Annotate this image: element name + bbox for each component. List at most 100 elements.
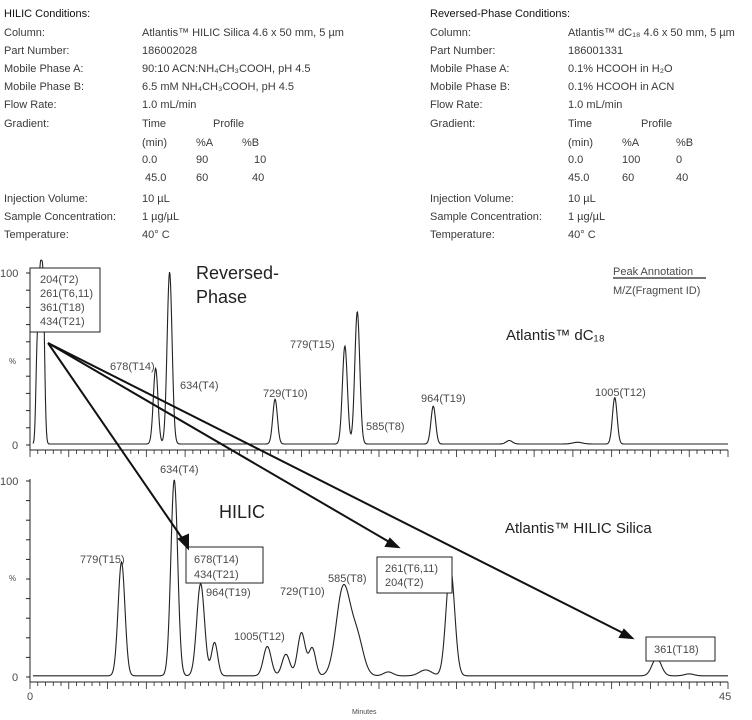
peak-label: 678(T14) [194,554,239,566]
peak-label: 964(T19) [206,587,251,599]
hilic-label: Column: [4,27,45,39]
rp-value: 0.1% HCOOH in ACN [568,81,675,93]
rp-value: Atlantis™ dC₁₈ 4.6 x 50 mm, 5 µm [568,27,735,39]
peak-label: 261(T6,11) [385,563,438,575]
arrowhead-icon [177,533,189,551]
rp-title: Reversed-Phase [196,263,280,307]
peak-label: 204(T2) [385,577,424,589]
gradient-header: (min) [142,137,168,149]
rp-label: Temperature: [430,229,495,241]
gradient-cell: 40 [676,172,689,184]
rp-label: Injection Volume: [430,193,514,205]
rp-early-peaks-box [29,267,101,333]
hilic-label: Mobile Phase B: [4,81,85,93]
peak-label: 434(T21) [194,569,239,581]
hilic-column-label: Atlantis™ HILIC Silica [505,520,652,537]
rp-label: Gradient: [430,118,476,130]
gradient-cell: 60 [622,172,635,184]
hilic-label: Injection Volume: [4,193,88,205]
hilic-value: 40° C [142,229,170,241]
peak-label: 361(T18) [654,644,699,656]
gradient-cell: 45.0 [145,172,167,184]
gradient-cell: 45.0 [568,172,590,184]
rp-y-tick-100: 100 [0,268,18,280]
rp-label: Sample Concentration: [430,211,542,223]
hilic-value: 6.5 mM NH₄CH₃COOH, pH 4.5 [142,81,294,93]
rp-label: Mobile Phase B: [430,81,511,93]
x-axis-label: Minutes [352,709,377,716]
rp-value: 40° C [568,229,596,241]
rp-column-label: Atlantis™ dC₁₈ [506,327,605,344]
gradient-header: Time [142,118,167,130]
rp-value: 1.0 mL/min [568,99,623,111]
gradient-header: Time [568,118,593,130]
hilic-axes [26,479,729,689]
rp-y-label: % [9,357,16,366]
peak-label: 361(T18) [40,302,85,314]
peak-label: 634(T4) [160,464,199,476]
gradient-header: (min) [568,137,594,149]
rp-label: Flow Rate: [430,99,483,111]
rp-label: Part Number: [430,45,496,57]
peak-label: 779(T15) [80,554,125,566]
hilic-label: Temperature: [4,229,69,241]
hilic-label: Flow Rate: [4,99,57,111]
hilic-box-t6-t2 [376,556,453,594]
rp-value: 186001331 [568,45,624,57]
hilic-value: 10 µL [142,193,170,205]
legend-subtitle: M/Z(Fragment ID) [613,285,700,297]
rp-value: 10 µL [568,193,596,205]
gradient-header: %A [622,137,640,149]
gradient-cell: 10 [254,154,267,166]
gradient-cell: 0.0 [568,154,584,166]
hilic-label: Mobile Phase A: [4,63,84,75]
rp-y-tick-0: 0 [12,440,18,452]
hilic-y-tick-0: 0 [12,672,18,684]
peak-label: 204(T2) [40,274,79,286]
peak-label: 585(T8) [328,573,367,585]
peak-label: 434(T21) [40,316,85,328]
arrow-to-t18 [47,342,626,635]
peak-label: 1005(T12) [234,631,285,643]
rp-value: 1 µg/µL [568,211,606,223]
peak-label: 779(T15) [290,339,335,351]
hilic-label: Gradient: [4,118,50,130]
rp-label: Mobile Phase A: [430,63,510,75]
peak-label: 634(T4) [180,380,219,392]
hilic-value: Atlantis™ HILIC Silica 4.6 x 50 mm, 5 µm [142,27,344,39]
hilic-trace [33,479,728,677]
hilic-value: 1.0 mL/min [142,99,197,111]
gradient-header: %B [676,137,694,149]
legend-title: Peak Annotation [613,266,693,278]
gradient-cell: 0 [676,154,683,166]
peak-label: 729(T10) [263,388,308,400]
gradient-header: Profile [641,118,673,130]
hilic-box-t14-t21 [185,546,264,584]
x-tick-45: 45 [719,691,731,703]
hilic-box-t18 [645,636,716,662]
gradient-header: %B [242,137,260,149]
hilic-value: 1 µg/µL [142,211,180,223]
arrowhead-icon [618,628,635,640]
peak-label: 729(T10) [280,586,325,598]
hilic-y-label: % [9,574,16,583]
x-tick-0: 0 [27,691,33,703]
hilic-value: 186002028 [142,45,198,57]
rp-conditions-title: Reversed-Phase Conditions: [430,8,571,20]
hilic-title: HILIC [219,502,265,522]
gradient-cell: 90 [196,154,209,166]
rp-trace [32,259,728,445]
gradient-header: Profile [213,118,245,130]
peak-label: 261(T6,11) [40,288,93,300]
hilic-value: 90:10 ACN:NH₄CH₃COOH, pH 4.5 [142,63,311,75]
peak-label: 1005(T12) [595,387,646,399]
annotation-arrows [47,342,635,640]
rp-label: Column: [430,27,471,39]
gradient-cell: 0.0 [142,154,158,166]
peak-label: 585(T8) [366,421,405,433]
arrow-to-t6-t2 [47,342,392,544]
hilic-conditions-title: HILIC Conditions: [4,8,91,20]
gradient-cell: 100 [622,154,641,166]
peak-label: 964(T19) [421,393,466,405]
